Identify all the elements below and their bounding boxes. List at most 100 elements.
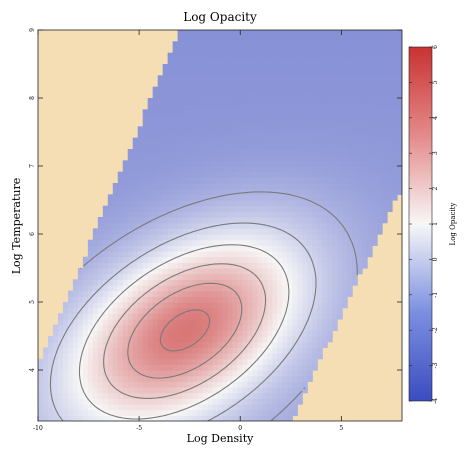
heatmap-cell [387, 52, 393, 59]
heatmap-cell [332, 251, 338, 258]
heatmap-cell [182, 347, 189, 354]
heatmap-cell [297, 166, 303, 173]
heatmap-cell [382, 109, 388, 116]
heatmap-cell [237, 302, 244, 309]
heatmap-cell [82, 330, 89, 337]
heatmap-cell [262, 86, 268, 93]
plot-frame [37, 29, 403, 422]
heatmap-cell [362, 75, 368, 82]
heatmap-cell [242, 58, 249, 65]
heatmap-cell [317, 86, 323, 93]
heatmap-cell [377, 132, 383, 139]
heatmap-cell [242, 364, 249, 371]
heatmap-cell [177, 392, 184, 399]
heatmap-cell [282, 387, 288, 394]
heatmap-cell [167, 302, 174, 309]
heatmap-cell [332, 81, 338, 88]
heatmap-cell [267, 273, 273, 280]
heatmap-cell [327, 296, 333, 303]
heatmap-cell [212, 279, 219, 286]
heatmap-cell [92, 285, 99, 292]
heatmap-cell [72, 398, 79, 405]
heatmap-cell [162, 228, 169, 235]
heatmap-cell [342, 256, 348, 263]
heatmap-cell [197, 234, 204, 241]
heatmap-cell [147, 171, 154, 178]
heatmap-cell [132, 268, 139, 275]
heatmap-cell [117, 336, 124, 343]
heatmap-cell [207, 81, 214, 88]
heatmap-cell [172, 341, 179, 348]
heatmap-cell [252, 81, 258, 88]
heatmap-cell [297, 205, 303, 212]
heatmap-cell [87, 341, 94, 348]
heatmap-cell [192, 103, 199, 110]
heatmap-cell [157, 211, 164, 218]
heatmap-cell [302, 205, 308, 212]
heatmap-cell [152, 290, 159, 297]
heatmap-cell [322, 47, 328, 54]
heatmap-cell [112, 319, 119, 326]
heatmap-cell [382, 217, 388, 224]
heatmap-cell [367, 109, 373, 116]
heatmap-cell [212, 347, 219, 354]
heatmap-cell [292, 171, 298, 178]
heatmap-cell [357, 166, 363, 173]
heatmap-cell [217, 149, 224, 156]
heatmap-cell [177, 387, 184, 394]
heatmap-cell [222, 194, 229, 201]
heatmap-cell [312, 41, 318, 48]
heatmap-cell [362, 160, 368, 167]
heatmap-cell [147, 137, 154, 144]
heatmap-cell [227, 370, 234, 377]
heatmap-cell [247, 86, 254, 93]
heatmap-cell [187, 98, 194, 105]
heatmap-cell [137, 137, 144, 144]
heatmap-cell [82, 256, 89, 263]
heatmap-cell [227, 188, 234, 195]
heatmap-cell [87, 347, 94, 354]
heatmap-cell [192, 285, 199, 292]
heatmap-cell [162, 126, 169, 133]
heatmap-cell [237, 35, 244, 42]
heatmap-cell [202, 126, 209, 133]
heatmap-cell [162, 398, 169, 405]
heatmap-cell [177, 358, 184, 365]
heatmap-cell [352, 143, 358, 150]
heatmap-cell [267, 279, 273, 286]
heatmap-cell [242, 75, 249, 82]
heatmap-cell [267, 126, 273, 133]
heatmap-cell [137, 404, 144, 411]
heatmap-cell [302, 143, 308, 150]
heatmap-cell [242, 370, 249, 377]
heatmap-cell [362, 86, 368, 93]
heatmap-cell [232, 302, 239, 309]
heatmap-cell [257, 171, 263, 178]
heatmap-cell [207, 279, 214, 286]
heatmap-cell [157, 200, 164, 207]
heatmap-cell [212, 296, 219, 303]
heatmap-cell [192, 245, 199, 252]
heatmap-cell [147, 324, 154, 331]
heatmap-cell [222, 109, 229, 116]
heatmap-cell [332, 262, 338, 269]
heatmap-cell [222, 143, 229, 150]
heatmap-cell [287, 381, 293, 388]
heatmap-cell [162, 98, 169, 105]
heatmap-cell [122, 285, 129, 292]
heatmap-cell [347, 273, 353, 280]
heatmap-cell [242, 64, 249, 71]
heatmap-cell [132, 262, 139, 269]
heatmap-cell [82, 347, 89, 354]
heatmap-cell [232, 364, 239, 371]
heatmap-cell [322, 273, 328, 280]
heatmap-cell [312, 336, 318, 343]
heatmap-cell [257, 217, 263, 224]
heatmap-cell [177, 166, 184, 173]
heatmap-cell [162, 137, 169, 144]
heatmap-cell [187, 319, 194, 326]
heatmap-cell [137, 307, 144, 314]
heatmap-cell [137, 330, 144, 337]
heatmap-cell [52, 381, 59, 388]
heatmap-cell [352, 234, 358, 241]
